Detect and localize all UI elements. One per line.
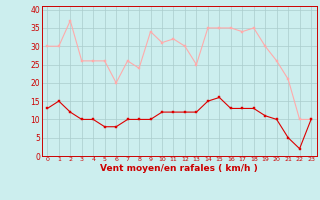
X-axis label: Vent moyen/en rafales ( km/h ): Vent moyen/en rafales ( km/h )	[100, 164, 258, 173]
